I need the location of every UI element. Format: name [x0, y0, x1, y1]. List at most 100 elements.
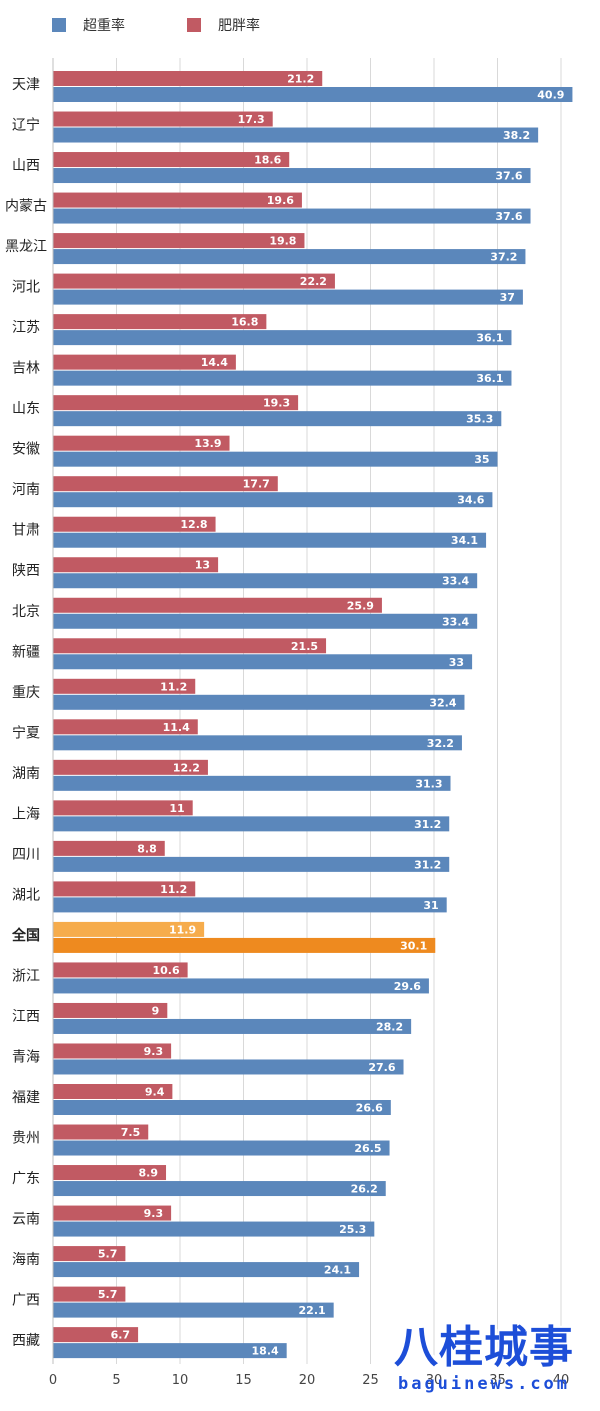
category-label: 海南 — [12, 1252, 40, 1268]
bar-obesity — [53, 354, 236, 370]
data-label-obesity: 12.2 — [173, 761, 200, 774]
data-label-overweight: 29.6 — [394, 980, 421, 993]
data-label-obesity: 10.6 — [152, 964, 179, 977]
bar-obesity — [53, 638, 327, 654]
data-label-overweight: 37.2 — [490, 251, 517, 264]
data-label-overweight: 37.6 — [495, 170, 522, 183]
data-label-overweight: 36.1 — [476, 332, 503, 345]
category-label: 江苏 — [12, 320, 40, 336]
bar-overweight — [53, 370, 512, 386]
bar-obesity — [53, 881, 196, 897]
bar-obesity — [53, 1205, 172, 1221]
data-label-obesity: 19.8 — [269, 235, 296, 248]
bar-overweight — [53, 1140, 390, 1156]
bar-obesity — [53, 1084, 173, 1099]
data-label-obesity: 8.9 — [139, 1167, 159, 1180]
bar-overweight — [53, 168, 531, 184]
x-tick-label: 15 — [235, 1373, 252, 1388]
bar-overweight — [53, 937, 436, 953]
data-label-overweight: 40.9 — [537, 89, 564, 102]
category-label: 安徽 — [12, 442, 40, 458]
category-label: 山东 — [12, 401, 40, 417]
bar-obesity — [53, 1286, 126, 1302]
legend-swatch — [52, 18, 66, 32]
bar-obesity — [53, 719, 198, 735]
category-label: 福建 — [12, 1090, 40, 1106]
bar-obesity — [53, 516, 216, 532]
data-label-overweight: 34.1 — [451, 534, 478, 547]
data-label-overweight: 31.2 — [414, 858, 441, 871]
category-label: 宁夏 — [12, 724, 40, 741]
watermark: 八桂城事 baguinews.com — [378, 1322, 590, 1394]
category-label: 新疆 — [12, 644, 40, 660]
category-label: 黑龙江 — [5, 239, 47, 255]
data-label-obesity: 13 — [195, 559, 210, 572]
data-label-overweight: 26.5 — [354, 1142, 381, 1155]
data-label-overweight: 37 — [500, 291, 515, 304]
data-label-obesity: 16.8 — [231, 316, 258, 329]
bar-overweight — [53, 978, 429, 994]
data-label-overweight: 37.6 — [495, 210, 522, 223]
category-label: 甘肃 — [12, 523, 40, 539]
bar-obesity — [53, 557, 219, 573]
data-label-overweight: 31.3 — [415, 777, 442, 790]
data-label-overweight: 26.6 — [356, 1102, 383, 1115]
legend-label: 超重率 — [83, 17, 125, 34]
x-tick-label: 40 — [553, 1373, 570, 1388]
data-label-obesity: 9.3 — [144, 1207, 164, 1220]
data-label-overweight: 31.2 — [414, 818, 441, 831]
data-label-overweight: 32.2 — [427, 737, 454, 750]
category-label: 江西 — [12, 1009, 40, 1025]
bar-overweight — [53, 856, 450, 872]
category-label: 陕西 — [12, 563, 40, 579]
data-label-obesity: 8.8 — [137, 842, 157, 855]
legend-label: 肥胖率 — [218, 17, 260, 34]
bar-obesity — [53, 111, 273, 127]
data-label-overweight: 33 — [449, 656, 464, 669]
category-label: 内蒙古 — [5, 199, 47, 215]
data-label-overweight: 32.4 — [429, 696, 456, 709]
data-label-obesity: 9 — [152, 1004, 160, 1017]
bar-overweight — [53, 1181, 386, 1197]
category-label: 北京 — [12, 604, 40, 620]
bar-obesity — [53, 962, 188, 978]
category-label: 山西 — [12, 158, 40, 174]
bar-overweight — [53, 1343, 287, 1359]
bar-obesity — [53, 192, 302, 208]
category-label: 广西 — [12, 1293, 40, 1309]
x-tick-label: 0 — [49, 1373, 57, 1388]
bar-overweight — [53, 573, 478, 589]
data-label-overweight: 34.6 — [457, 494, 484, 507]
data-label-obesity: 11.2 — [160, 680, 187, 693]
data-label-overweight: 35 — [474, 453, 489, 466]
data-label-obesity: 9.3 — [144, 1045, 164, 1058]
bar-overweight — [53, 532, 487, 548]
bar-obesity — [53, 233, 305, 249]
bar-obesity — [53, 1327, 139, 1343]
bar-overweight — [53, 451, 498, 467]
category-label: 湖北 — [12, 887, 40, 903]
data-label-overweight: 36.1 — [476, 372, 503, 385]
bar-obesity — [53, 273, 335, 289]
data-label-obesity: 6.7 — [111, 1329, 131, 1342]
data-label-obesity: 17.7 — [243, 478, 270, 491]
data-label-overweight: 30.1 — [400, 939, 427, 952]
watermark-url: baguinews.com — [397, 1374, 571, 1394]
bar-obesity — [53, 1246, 126, 1262]
data-label-overweight: 18.4 — [252, 1345, 279, 1358]
bar-overweight — [53, 654, 473, 670]
data-label-obesity: 11.9 — [169, 923, 196, 936]
category-label: 上海 — [12, 806, 40, 822]
bar-obesity — [53, 1043, 172, 1059]
category-label: 云南 — [12, 1212, 40, 1228]
bar-overweight — [53, 289, 523, 305]
bar-obesity — [53, 71, 323, 86]
bar-obesity — [53, 314, 267, 330]
legend-swatch — [187, 18, 201, 32]
data-label-obesity: 5.7 — [98, 1248, 118, 1261]
bar-obesity — [53, 1002, 168, 1018]
bar-overweight — [53, 492, 493, 508]
category-label: 青海 — [12, 1049, 40, 1065]
bar-obesity — [53, 678, 196, 694]
data-label-overweight: 28.2 — [376, 1020, 403, 1033]
